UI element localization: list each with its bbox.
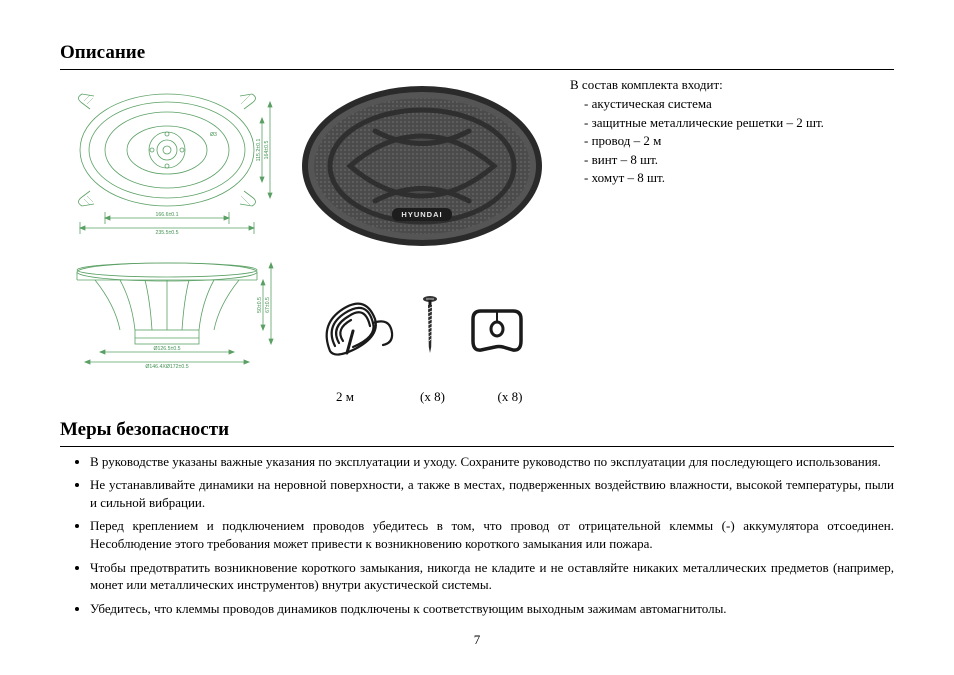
safety-item: Убедитесь, что клеммы проводов динамиков… — [90, 600, 894, 618]
safety-item: Не устанавливайте динамики на неровной п… — [90, 476, 894, 511]
screw-icon — [423, 296, 437, 353]
kit-contents: В состав комплекта входит: акустическая … — [570, 76, 894, 188]
caption-screw: (x 8) — [395, 388, 470, 406]
accessories-image — [295, 271, 550, 371]
brand-label: HYUNDAI — [401, 210, 442, 219]
safety-item: В руководстве указаны важные указания по… — [90, 453, 894, 471]
speaker-grille-image: HYUNDAI — [295, 76, 550, 256]
rule-description — [60, 69, 894, 70]
safety-section: Меры безопасности В руководстве указаны … — [60, 417, 894, 617]
technical-drawings: 166.6±0.1 235.5±0.5 115.2±0.1 164±0.5 Ø3 — [60, 76, 275, 370]
dim-166: 166.6±0.1 — [155, 212, 178, 218]
safety-item: Перед креплением и подключением проводов… — [90, 517, 894, 552]
caption-clamp: (x 8) — [470, 388, 550, 406]
kit-list: акустическая система защитные металличес… — [570, 95, 894, 187]
kit-item: хомут – 8 шт. — [590, 169, 894, 187]
safety-item: Чтобы предотвратить возникновение коротк… — [90, 559, 894, 594]
speaker-side-view-drawing: Ø126.5±0.5 Ø146.4XØ172±0.5 50±0.5 67±0.5 — [60, 250, 275, 370]
dim-164: 164±0.5 — [264, 140, 270, 159]
dim-h50: 50±0.5 — [257, 297, 263, 313]
kit-item: провод – 2 м — [590, 132, 894, 150]
kit-lead: В состав комплекта входит: — [570, 76, 894, 94]
dim-d146: Ø146.4XØ172±0.5 — [145, 364, 188, 370]
dim-d126: Ø126.5±0.5 — [153, 346, 180, 352]
clamp-icon — [473, 311, 521, 350]
kit-item: защитные металлические решетки – 2 шт. — [590, 114, 894, 132]
safety-list: В руководстве указаны важные указания по… — [60, 453, 894, 617]
kit-item: винт – 8 шт. — [590, 151, 894, 169]
product-images-col: HYUNDAI — [295, 76, 550, 406]
dim-hole: Ø3 — [210, 132, 217, 138]
accessory-captions: 2 м (x 8) (x 8) — [295, 388, 550, 406]
rule-safety — [60, 446, 894, 447]
dim-h67: 67±0.5 — [265, 297, 271, 313]
description-row: 166.6±0.1 235.5±0.5 115.2±0.1 164±0.5 Ø3 — [60, 76, 894, 406]
speaker-top-view-drawing: 166.6±0.1 235.5±0.5 115.2±0.1 164±0.5 Ø3 — [60, 76, 275, 236]
dim-235: 235.5±0.5 — [155, 230, 178, 236]
kit-item: акустическая система — [590, 95, 894, 113]
caption-wire: 2 м — [295, 388, 395, 406]
page-number: 7 — [60, 631, 894, 649]
heading-safety: Меры безопасности — [60, 417, 894, 443]
dim-115: 115.2±0.1 — [256, 138, 262, 161]
heading-description: Описание — [60, 40, 894, 66]
wire-icon — [327, 303, 392, 354]
